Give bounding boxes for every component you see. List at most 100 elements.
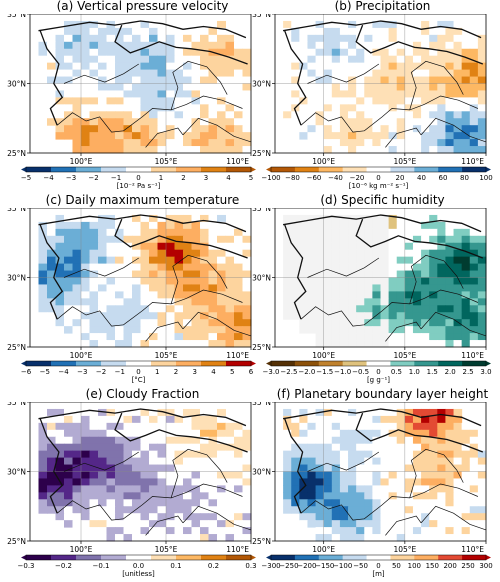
colorbar-tick-label: −50 [353, 562, 368, 570]
map-canvas: 35°N 30°N 25°N 100°E 105°E 110°E −5 −4 −3 −2 −1 0 1 2… [7, 14, 256, 190]
colorbar-units: [°C] [132, 376, 146, 384]
colorbar-tick-label: 5 [230, 368, 234, 376]
colorbar-swatch [366, 361, 391, 366]
colorbar-swatch [462, 555, 487, 560]
lon-tick-label: 110°E [226, 157, 249, 166]
colorbar-tick-label: −3.0 [263, 368, 280, 376]
colorbar-swatch [271, 555, 296, 560]
colorbar-units: [unitless] [122, 570, 155, 578]
lat-tick-label: 30°N [252, 468, 271, 477]
lon-tick-label: 110°E [226, 545, 249, 554]
colorbar-swatch [151, 167, 177, 172]
colorbar-tick-label: 0 [376, 368, 380, 376]
colorbar-swatch [226, 167, 252, 172]
colorbar-tick-label: −1 [111, 174, 121, 182]
colorbar-tick-label: −0.5 [352, 368, 369, 376]
colorbar-swatch [414, 555, 439, 560]
colorbar-swatch [51, 555, 77, 560]
map-panel-f: (f) Planetary boundary layer height 35°N 3… [252, 387, 493, 581]
lat-tick-label: 25°N [7, 149, 26, 158]
colorbar-tick-label: 0 [136, 174, 140, 182]
panel-title: (c) Daily maximum temperature [45, 193, 240, 207]
colorbar-swatch [318, 555, 344, 560]
colorbar-tick-label: −200 [297, 562, 316, 570]
colorbar-swatch [126, 555, 152, 560]
colorbar-swatch [271, 167, 296, 172]
colorbar-swatch [226, 361, 252, 366]
panel-title: (e) Cloudy Fraction [85, 387, 200, 401]
colorbar-swatch [438, 167, 463, 172]
lon-tick-label: 110°E [461, 157, 484, 166]
lat-tick-label: 25°N [252, 537, 271, 546]
colorbar-tick-label: −5 [40, 368, 50, 376]
colorbar-swatch [176, 555, 202, 560]
colorbar-tick-label: −2.0 [298, 368, 315, 376]
colorbar-swatch [101, 555, 127, 560]
colorbar-tick-label: 3 [193, 368, 197, 376]
map-panel-a: (a) Vertical pressure velocity 35°N 30°N 25… [7, 0, 256, 193]
lat-tick-label: 35°N [7, 402, 26, 407]
colorbar-tick-label: 50 [392, 562, 401, 570]
colorbar-tick-label: −150 [315, 562, 334, 570]
colorbar-units: [10⁻² Pa s⁻¹] [117, 182, 161, 190]
colorbar-tick-label: 1 [159, 174, 163, 182]
colorbar-swatch [126, 361, 152, 366]
map-panel-b: (b) Precipitation 35°N 30°N 25°N 100°E 105°E 1… [252, 0, 493, 193]
colorbar-swatch [51, 361, 77, 366]
colorbar-swatch [26, 167, 52, 172]
colorbar-swatch [176, 167, 202, 172]
colorbar-swatch [76, 361, 102, 366]
colorbar-tick-label: 60 [439, 174, 448, 182]
colorbar-tick-label: −2.5 [280, 368, 297, 376]
colorbar-tick-label: 0.3 [245, 562, 256, 570]
lat-tick-label: 30°N [7, 274, 26, 283]
lat-tick-label: 35°N [252, 402, 271, 407]
colorbar-tick-label: 0.5 [391, 368, 402, 376]
lon-tick-label: 100°E [312, 157, 335, 166]
colorbar-units: [m] [372, 570, 385, 578]
map-panel-e: (e) Cloudy Fraction 35°N 30°N 25°N 100°E 105°… [7, 387, 256, 581]
colorbar-swatch [438, 361, 463, 366]
lat-tick-label: 30°N [252, 274, 271, 283]
colorbar-tick-label: 100 [479, 174, 492, 182]
lat-tick-label: 25°N [252, 149, 271, 158]
colorbar-tick-label: −2 [88, 174, 98, 182]
colorbar-swatch [342, 361, 367, 366]
colorbar-swatch [294, 555, 320, 560]
colorbar-tick-label: −300 [261, 562, 280, 570]
colorbar-swatch [101, 167, 127, 172]
lat-tick-label: 30°N [252, 80, 271, 89]
lon-tick-label: 110°E [226, 351, 249, 360]
colorbar-tick-label: 2 [174, 368, 178, 376]
colorbar-tick-label: 40 [417, 174, 426, 182]
panel-title: (b) Precipitation [334, 0, 431, 13]
colorbar-tick-label: 1.5 [427, 368, 438, 376]
colorbar-tick-label: −3 [66, 174, 76, 182]
colorbar-swatch [366, 167, 391, 172]
colorbar-swatch [201, 555, 227, 560]
colorbar-swatch [366, 555, 391, 560]
lon-tick-label: 105°E [155, 545, 178, 554]
lat-tick-label: 35°N [252, 208, 271, 213]
lat-tick-label: 35°N [252, 14, 271, 19]
colorbar-swatch [201, 361, 227, 366]
lon-tick-label: 100°E [70, 157, 93, 166]
colorbar-tick-label: −0.1 [93, 562, 110, 570]
colorbar-tick-label: −2 [96, 368, 106, 376]
colorbar-swatch [271, 361, 296, 366]
colorbar-tick-label: 0.0 [133, 562, 144, 570]
colorbar-swatch [151, 555, 177, 560]
colorbar-tick-label: 2.5 [463, 368, 474, 376]
colorbar-tick-label: 3 [204, 174, 208, 182]
colorbar-swatch [176, 361, 202, 366]
lat-tick-label: 30°N [7, 80, 26, 89]
colorbar-tick-label: 4 [211, 368, 216, 376]
colorbar-tick-label: −0.2 [55, 562, 72, 570]
colorbar-swatch [462, 361, 487, 366]
lon-tick-label: 105°E [393, 351, 416, 360]
colorbar-swatch [26, 555, 52, 560]
lon-tick-label: 100°E [70, 351, 93, 360]
colorbar-tick-label: 2.0 [445, 368, 456, 376]
colorbar-swatch [26, 361, 52, 366]
colorbar-swatch [126, 167, 152, 172]
